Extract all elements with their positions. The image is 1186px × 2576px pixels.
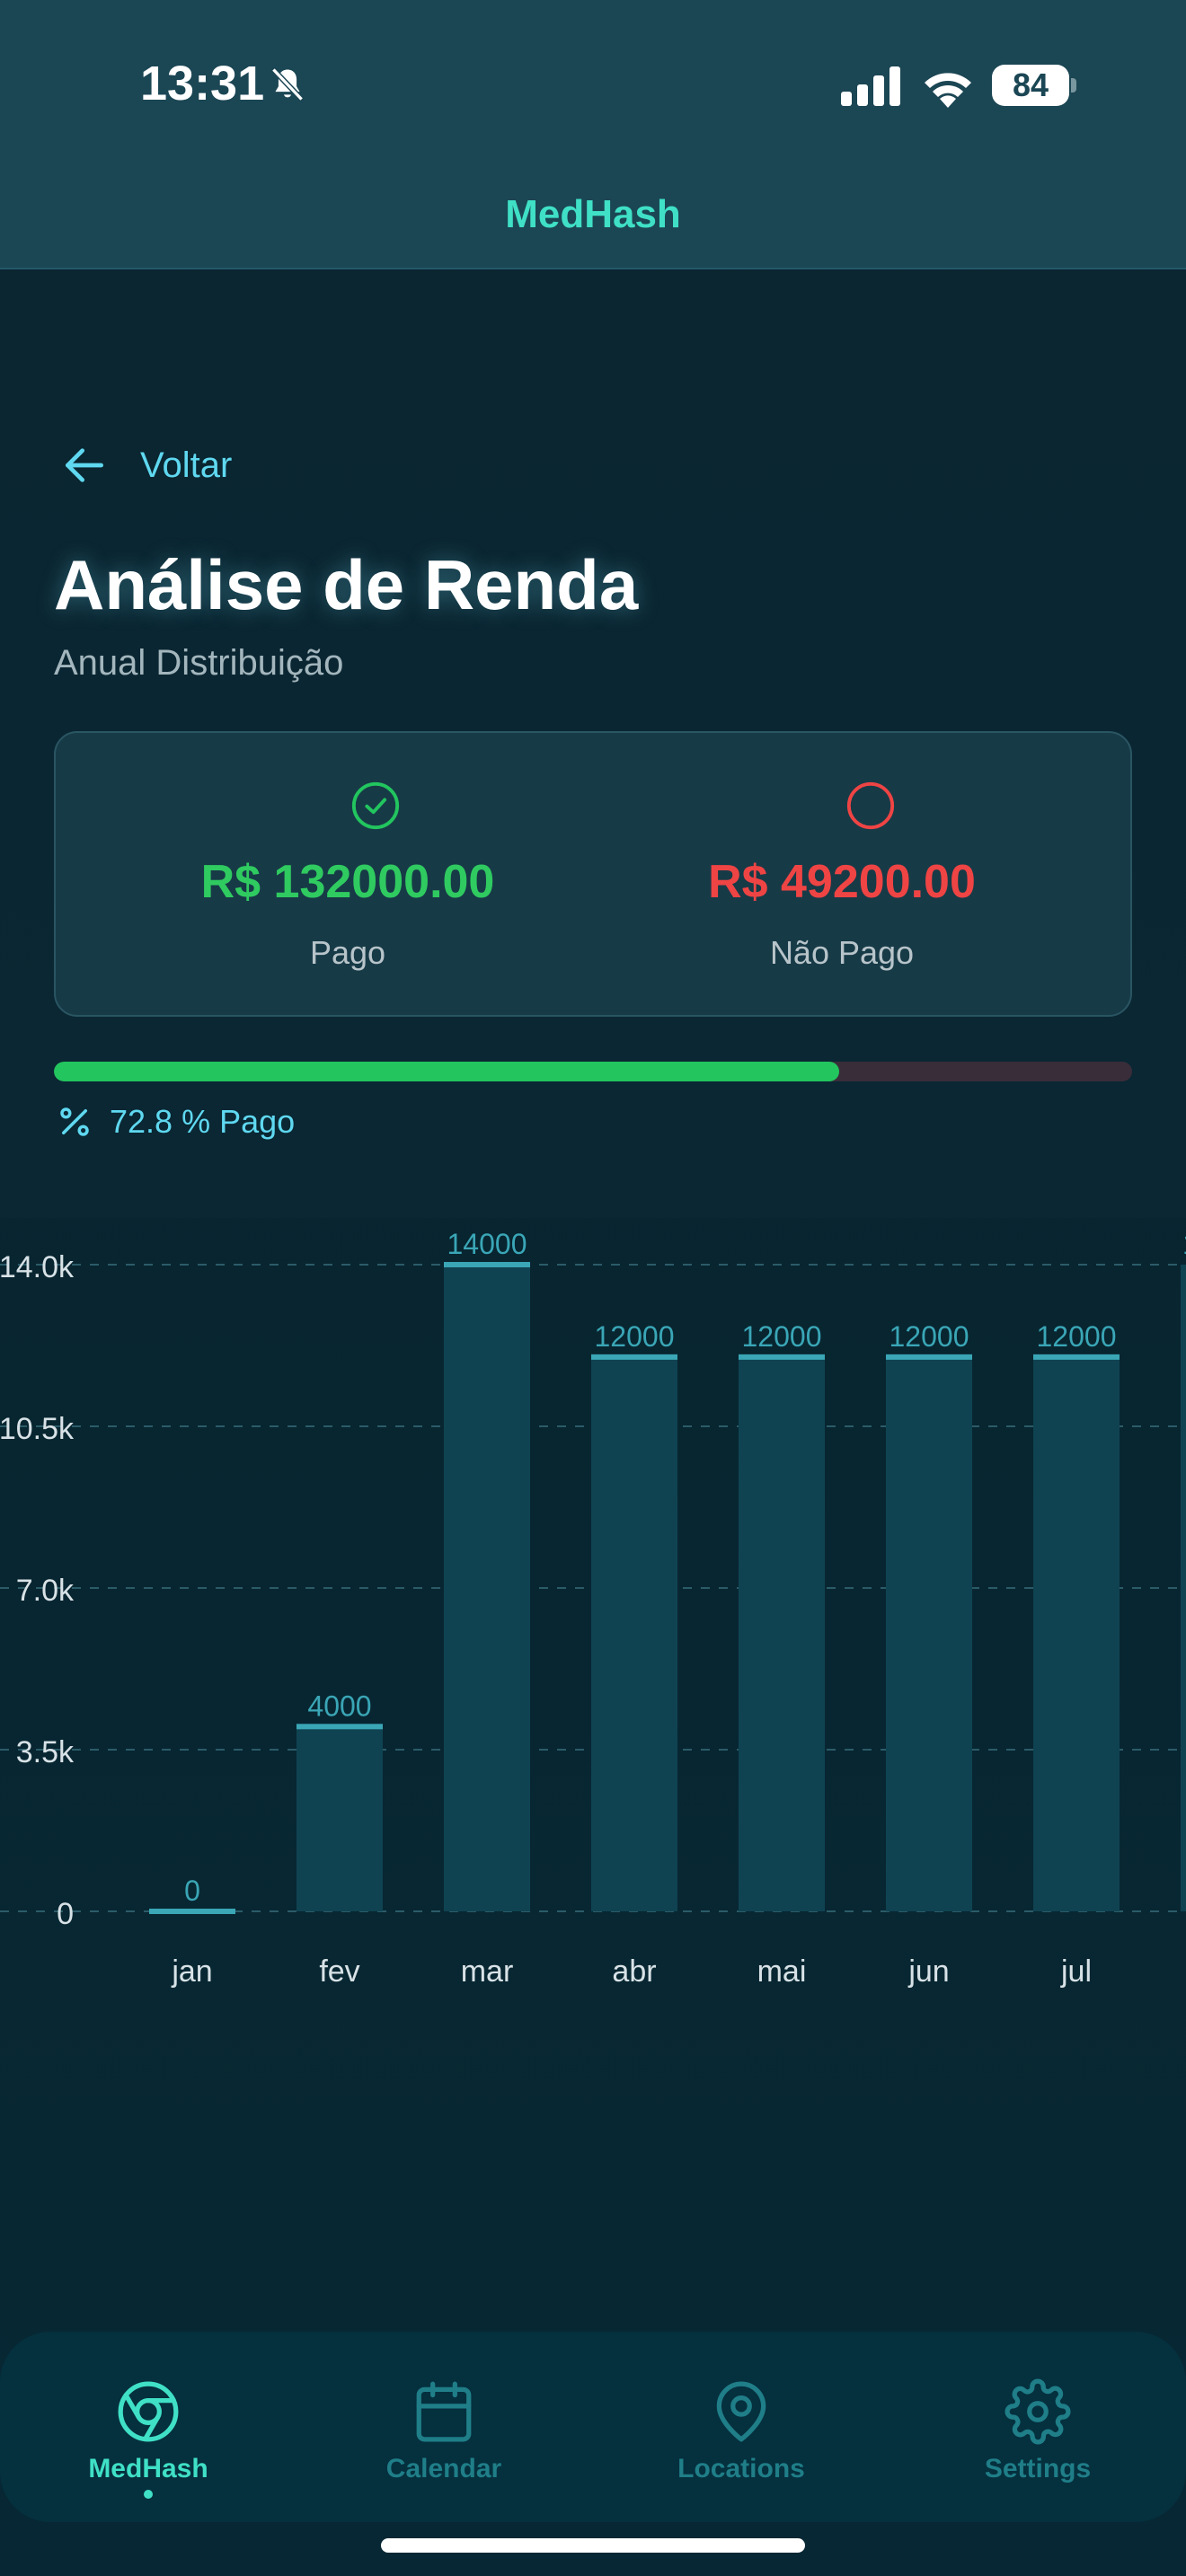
x-tick-label: abr <box>612 1954 656 1989</box>
top-bar: 13:31 84 MedHash <box>0 0 1186 269</box>
bar-top-line <box>149 1909 235 1914</box>
bar-top-line <box>1033 1354 1120 1360</box>
wifi-icon <box>925 73 971 108</box>
cellular-signal-icon <box>841 66 900 106</box>
y-tick-label: 7.0k <box>16 1574 75 1608</box>
page-subtitle: Anual Distribuição <box>54 643 344 683</box>
bar-value-label: 12000 <box>890 1320 969 1353</box>
income-summary-card: R$ 132000.00 Pago R$ 49200.00 Não Pago <box>54 731 1132 1017</box>
bar[interactable] <box>444 1265 530 1911</box>
bar[interactable] <box>296 1726 383 1911</box>
nav-item-settings[interactable]: Settings <box>925 2378 1150 2504</box>
bar-chart: 0 3.5k 7.0k 10.5k 14.0k 0 jan 4000 fev 14000 mar 12… <box>0 1228 1186 1989</box>
bar-top-line <box>591 1354 677 1360</box>
circle-icon <box>846 781 895 830</box>
gear-icon <box>1005 2378 1071 2445</box>
y-tick-label: 14.0k <box>0 1250 75 1284</box>
nav-label-locations: Locations <box>677 2454 805 2483</box>
nav-item-calendar[interactable]: Calendar <box>332 2378 556 2504</box>
calendar-icon <box>416 2381 472 2442</box>
back-button[interactable]: Voltar <box>59 438 232 492</box>
battery-level: 84 <box>1012 66 1049 103</box>
bar-top-line <box>739 1354 825 1360</box>
bar[interactable] <box>886 1356 972 1911</box>
page-title: Análise de Renda <box>54 545 639 624</box>
y-tick-label: 3.5k <box>16 1735 75 1769</box>
paid-percentage-label: 72.8 % Pago <box>110 1103 296 1140</box>
paid-label: Pago <box>309 934 386 971</box>
bar-partial <box>1181 1265 1186 1911</box>
battery-indicator: 84 <box>992 65 1076 106</box>
bottom-navigation: MedHash Calendar Locations Sett <box>0 2332 1186 2522</box>
x-tick-label: jan <box>171 1954 212 1989</box>
bar-value-label: 12000 <box>595 1320 675 1353</box>
nav-item-medhash[interactable]: MedHash <box>36 2378 261 2504</box>
unpaid-summary: R$ 49200.00 Não Pago <box>595 733 1134 1019</box>
bar-top-line <box>886 1354 972 1360</box>
bar[interactable] <box>591 1356 677 1911</box>
chrome-aperture-icon <box>118 2381 179 2442</box>
unpaid-amount: R$ 49200.00 <box>708 856 976 908</box>
arrow-left-icon <box>66 448 103 482</box>
x-tick-label: jul <box>1060 1954 1092 1989</box>
bar-top-line <box>444 1262 530 1267</box>
nav-item-locations[interactable]: Locations <box>629 2378 854 2504</box>
bar-value-label: 12000 <box>742 1320 822 1353</box>
paid-amount: R$ 132000.00 <box>200 856 495 908</box>
y-tick-label: 10.5k <box>0 1412 75 1446</box>
x-tick-label: jun <box>907 1954 949 1989</box>
bar-value-label: 0 <box>184 1875 200 1907</box>
paid-summary: R$ 132000.00 Pago <box>56 733 595 1019</box>
monthly-income-chart: 0 3.5k 7.0k 10.5k 14.0k 0 jan 4000 fev 14000 mar 12… <box>0 1218 1186 2080</box>
home-indicator <box>381 2538 805 2553</box>
bar-value-label: 14000 <box>447 1228 527 1260</box>
bar-value-label-partial: 1 <box>1182 1228 1186 1260</box>
active-indicator <box>144 2490 153 2499</box>
check-circle-icon <box>351 781 400 830</box>
paid-percentage: 72.8 % Pago <box>56 1103 295 1141</box>
paid-progress-bar <box>54 1062 1132 1081</box>
bell-muted-icon <box>271 67 304 101</box>
x-tick-label: mar <box>461 1954 514 1989</box>
bar[interactable] <box>739 1356 825 1911</box>
y-tick-label: 0 <box>57 1897 74 1931</box>
app-title: MedHash <box>505 192 681 236</box>
paid-progress-fill <box>54 1062 839 1081</box>
map-pin-icon <box>716 2381 766 2442</box>
nav-label-medhash: MedHash <box>88 2454 208 2483</box>
status-time: 13:31 <box>140 57 265 110</box>
percent-icon <box>60 1107 89 1136</box>
bar-value-label: 12000 <box>1037 1320 1117 1353</box>
x-tick-label: fev <box>319 1954 359 1989</box>
x-tick-label: mai <box>757 1954 807 1989</box>
unpaid-label: Não Pago <box>769 934 915 971</box>
nav-label-calendar: Calendar <box>385 2454 502 2483</box>
bar[interactable] <box>1033 1356 1120 1911</box>
nav-label-settings: Settings <box>984 2454 1092 2483</box>
bar-value-label: 4000 <box>307 1689 371 1722</box>
back-label: Voltar <box>140 445 233 485</box>
bar-top-line <box>296 1724 383 1730</box>
